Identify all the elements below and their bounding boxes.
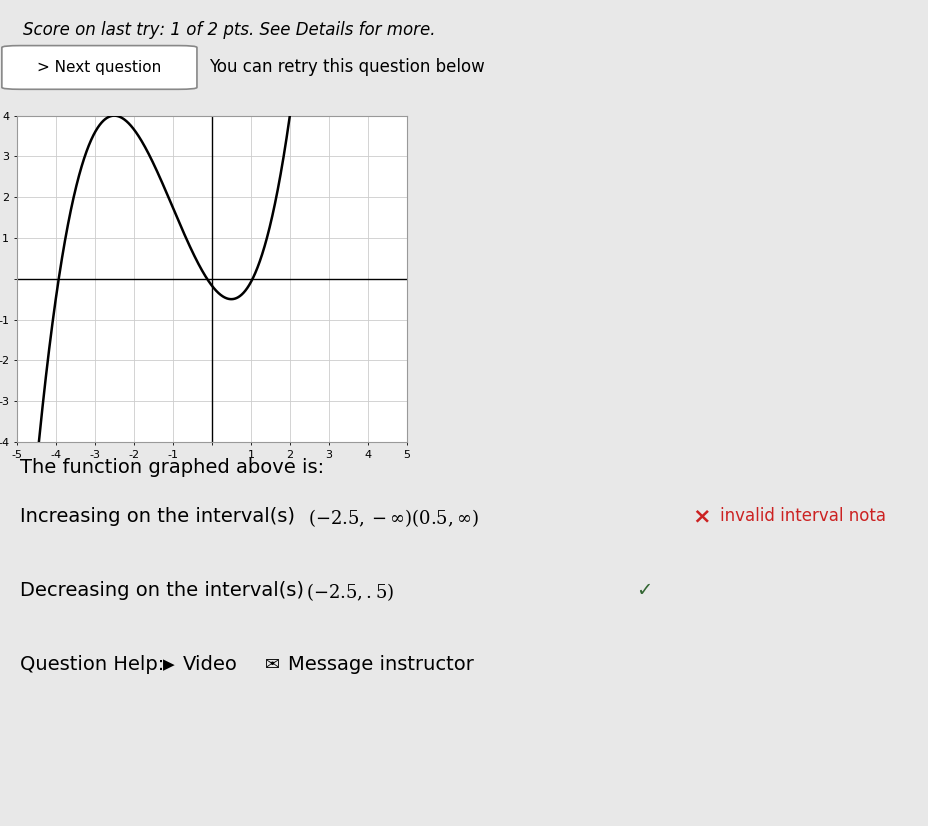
Text: $(-2.5,.5)$: $(-2.5,.5)$ (305, 582, 393, 603)
Text: The function graphed above is:: The function graphed above is: (20, 458, 324, 477)
Text: > Next question: > Next question (37, 60, 161, 75)
Text: Video: Video (183, 655, 238, 675)
Text: $(-2.5,-\infty)(0.5,\infty)$: $(-2.5,-\infty)(0.5,\infty)$ (308, 507, 479, 529)
FancyBboxPatch shape (2, 45, 197, 89)
Text: ✉: ✉ (264, 656, 279, 674)
Text: Decreasing on the interval(s): Decreasing on the interval(s) (20, 581, 304, 601)
Text: You can retry this question below: You can retry this question below (209, 59, 484, 77)
Text: ▶: ▶ (162, 657, 174, 672)
Text: invalid interval nota: invalid interval nota (719, 507, 885, 525)
Text: ✓: ✓ (636, 581, 652, 601)
Text: Increasing on the interval(s): Increasing on the interval(s) (20, 506, 295, 526)
Text: Question Help:: Question Help: (20, 655, 164, 675)
Text: Message instructor: Message instructor (288, 655, 473, 675)
Text: Score on last try: 1 of 2 pts. See Details for more.: Score on last try: 1 of 2 pts. See Detai… (23, 21, 435, 39)
Text: ×: × (691, 506, 710, 526)
